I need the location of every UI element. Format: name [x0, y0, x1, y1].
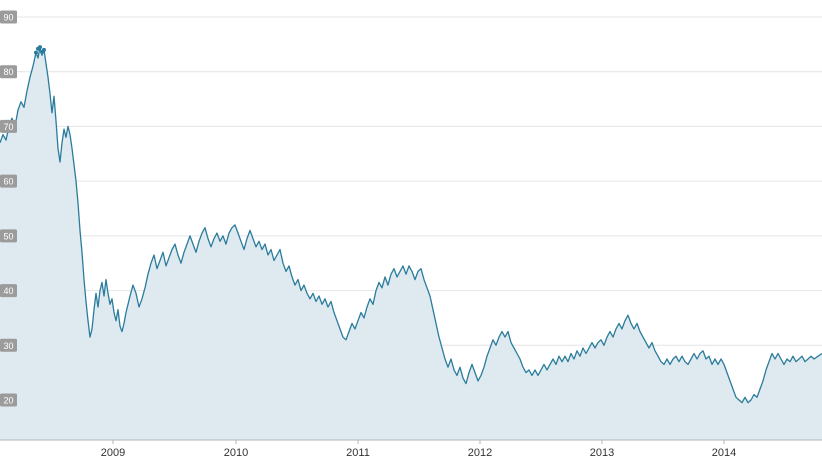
- x-axis-label-2011: 2011: [346, 447, 370, 459]
- y-tick-chip-40: [0, 284, 17, 298]
- x-axis-label-2012: 2012: [468, 447, 492, 459]
- y-tick-chip-60: [0, 174, 17, 188]
- x-axis-label-2010: 2010: [224, 447, 248, 459]
- peak-marker-dot: [38, 45, 42, 50]
- y-tick-chip-50: [0, 229, 17, 243]
- y-axis-label-20: 20: [3, 396, 13, 406]
- y-tick-chip-20: [0, 393, 17, 407]
- y-tick-chip-30: [0, 338, 17, 352]
- y-axis-label-90: 90: [3, 13, 13, 23]
- x-axis-label-2009: 2009: [101, 447, 125, 459]
- price-line: [0, 46, 822, 404]
- peak-marker-dot: [42, 47, 46, 52]
- price-area-fill: [0, 47, 822, 440]
- x-axis-label-2014: 2014: [712, 447, 736, 459]
- y-axis-label-50: 50: [3, 231, 13, 241]
- y-axis-label-60: 60: [3, 177, 13, 187]
- y-axis-label-70: 70: [3, 122, 13, 132]
- y-axis-label-40: 40: [3, 286, 13, 296]
- y-tick-chip-90: [0, 10, 17, 24]
- x-axis-label-2013: 2013: [590, 447, 614, 459]
- y-tick-chip-80: [0, 65, 17, 79]
- y-axis-label-80: 80: [3, 67, 13, 77]
- peak-marker-dot: [34, 50, 38, 55]
- y-tick-chip-70: [0, 119, 17, 133]
- y-axis-label-30: 30: [3, 341, 13, 351]
